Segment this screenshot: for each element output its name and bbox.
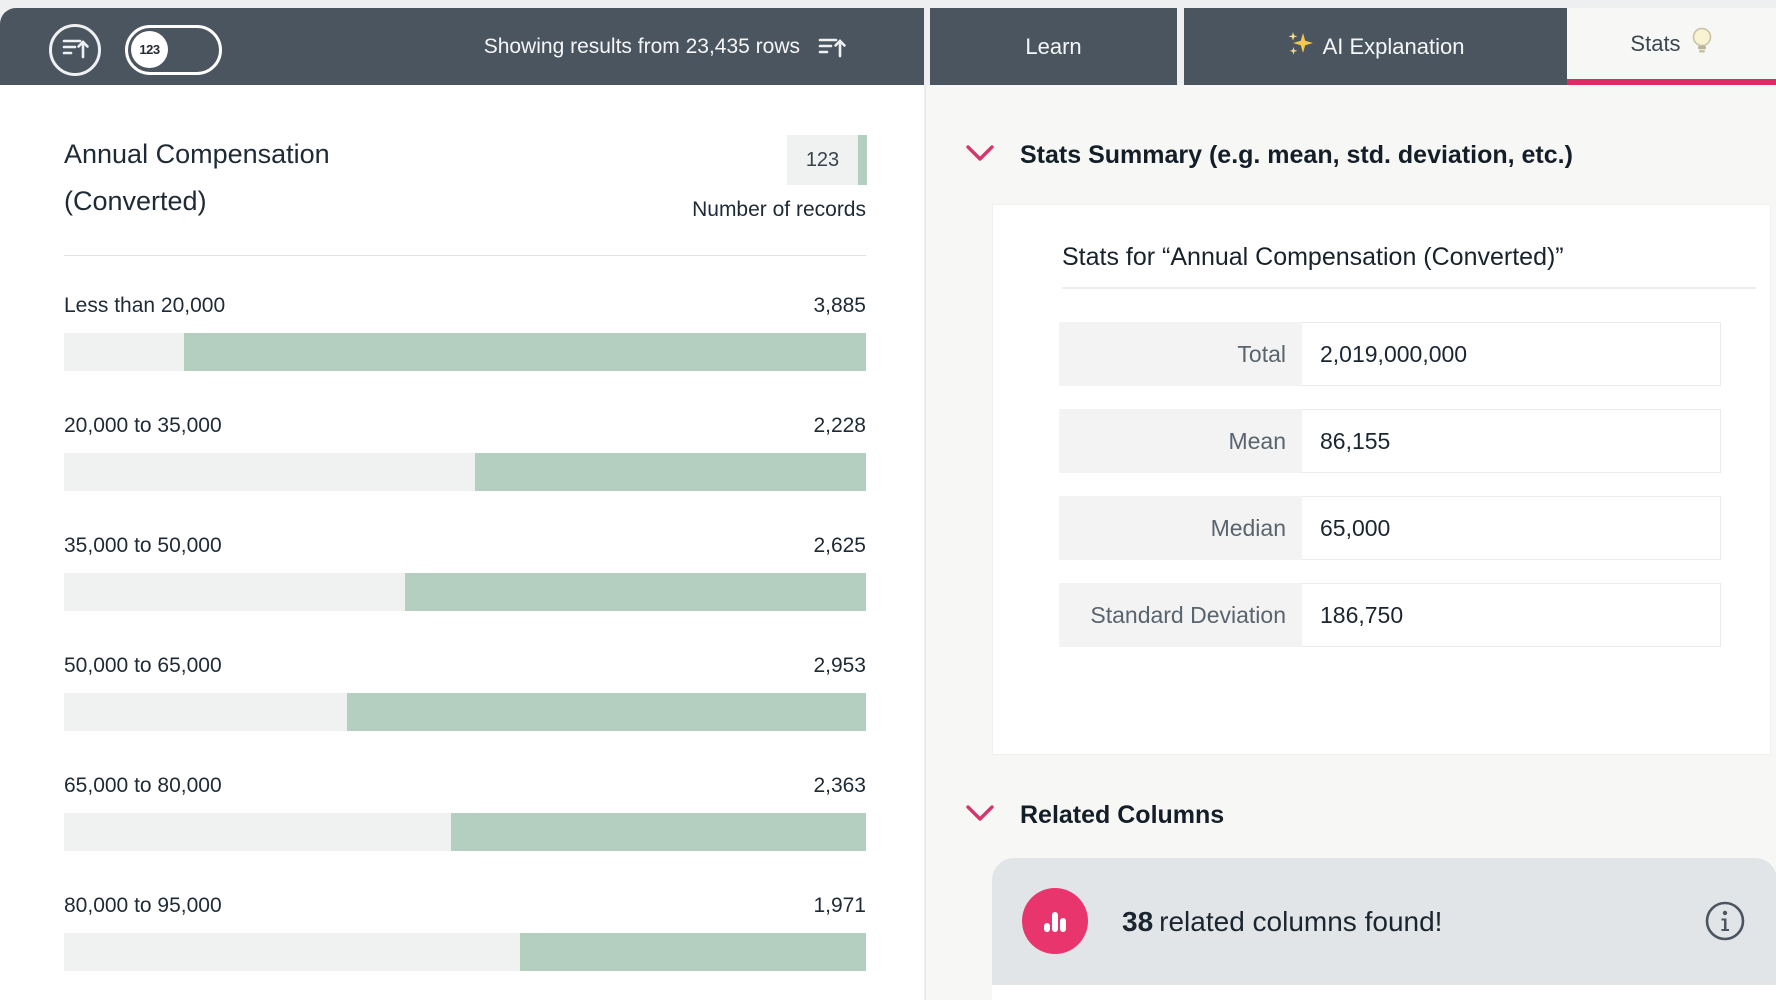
related-columns-banner[interactable]: 38 related columns found! xyxy=(992,858,1776,985)
histogram-row: 20,000 to 35,000 2,228 xyxy=(64,412,866,532)
stats-summary-section-header[interactable]: Stats Summary (e.g. mean, std. deviation… xyxy=(966,141,1573,170)
table-row: Standard Deviation 186,750 xyxy=(1059,583,1770,647)
stat-label: Median xyxy=(1059,496,1302,560)
info-icon[interactable] xyxy=(1704,900,1746,942)
histogram-row: 65,000 to 80,000 2,363 xyxy=(64,772,866,892)
bar-chart-icon xyxy=(1022,888,1088,954)
histogram-bar[interactable] xyxy=(64,453,866,491)
stat-value: 186,750 xyxy=(1302,583,1721,647)
sort-ascending-icon[interactable] xyxy=(818,32,848,62)
bin-value: 2,953 xyxy=(813,654,866,677)
sort-rows-button[interactable] xyxy=(49,24,101,76)
tab-stats-active[interactable]: Stats xyxy=(1567,8,1776,85)
numeric-column-toggle[interactable]: 123 xyxy=(125,25,222,75)
chevron-down-icon xyxy=(966,144,994,167)
chart-title-line1: Annual Compensation xyxy=(64,139,330,169)
stat-label: Mean xyxy=(1059,409,1302,473)
tab-ai-explanation-label: AI Explanation xyxy=(1322,33,1465,59)
histogram-bar-fill xyxy=(450,813,866,851)
numeric-type-badge: 123 xyxy=(131,31,168,68)
bin-label: Less than 20,000 xyxy=(64,294,226,317)
histogram-bar[interactable] xyxy=(64,813,866,851)
bin-label: 50,000 to 65,000 xyxy=(64,654,222,677)
histogram-row: Less than 20,000 3,885 xyxy=(64,292,866,412)
related-message: related columns found! xyxy=(1159,905,1443,937)
histogram-bar[interactable] xyxy=(64,933,866,971)
chart-title-line2: (Converted) xyxy=(64,186,207,216)
bin-label: 80,000 to 95,000 xyxy=(64,894,222,917)
related-columns-section-header[interactable]: Related Columns xyxy=(966,801,1224,830)
table-row: Median 65,000 xyxy=(1059,496,1770,560)
histogram-row: 35,000 to 50,000 2,625 xyxy=(64,532,866,652)
histogram-bar-fill xyxy=(347,693,866,731)
stat-value: 86,155 xyxy=(1302,409,1721,473)
bin-value: 2,625 xyxy=(813,534,866,557)
results-count-text: Showing results from 23,435 rows xyxy=(483,34,800,58)
histogram-row: 50,000 to 65,000 2,953 xyxy=(64,652,866,772)
tab-learn[interactable]: Learn xyxy=(930,8,1177,85)
tab-learn-label: Learn xyxy=(1025,33,1082,59)
bin-label: 65,000 to 80,000 xyxy=(64,774,222,797)
chart-title: Annual Compensation (Converted) xyxy=(64,131,330,225)
histogram-bar[interactable] xyxy=(64,693,866,731)
stats-table: Total 2,019,000,000 Mean 86,155 Median 6… xyxy=(1059,322,1770,647)
value-axis-label: Number of records xyxy=(692,198,866,221)
table-row: Total 2,019,000,000 xyxy=(1059,322,1770,386)
results-header: 123 Showing results from 23,435 rows xyxy=(0,8,924,85)
histogram-row: 80,000 to 95,000 1,971 xyxy=(64,892,866,1000)
lightbulb-icon xyxy=(1691,26,1713,62)
stat-value: 65,000 xyxy=(1302,496,1721,560)
related-columns-message: 38 related columns found! xyxy=(1122,858,1442,985)
stats-card: Stats for “Annual Compensation (Converte… xyxy=(992,204,1771,755)
bin-label: 20,000 to 35,000 xyxy=(64,414,222,437)
related-columns-card-body xyxy=(992,985,1776,1000)
bin-value: 2,228 xyxy=(813,414,866,437)
bin-value: 2,363 xyxy=(813,774,866,797)
stat-label: Standard Deviation xyxy=(1059,583,1302,647)
histogram-bar-fill xyxy=(183,333,866,371)
stat-label: Total xyxy=(1059,322,1302,386)
column-type-badge: 123 xyxy=(787,135,867,185)
bin-value: 3,885 xyxy=(813,294,866,317)
sparkles-icon xyxy=(1287,31,1313,63)
column-distribution-panel: Annual Compensation (Converted) 123 Numb… xyxy=(0,85,924,1000)
stats-summary-title: Stats Summary (e.g. mean, std. deviation… xyxy=(1020,141,1573,169)
histogram-bar-fill xyxy=(404,573,866,611)
tab-ai-explanation[interactable]: AI Explanation xyxy=(1184,8,1567,85)
table-row: Mean 86,155 xyxy=(1059,409,1770,473)
stat-value: 2,019,000,000 xyxy=(1302,322,1721,386)
stats-panel: Stats Summary (e.g. mean, std. deviation… xyxy=(925,85,1776,1000)
related-count: 38 xyxy=(1122,905,1154,937)
histogram-bar[interactable] xyxy=(64,573,866,611)
chevron-down-icon xyxy=(966,804,994,827)
bin-label: 35,000 to 50,000 xyxy=(64,534,222,557)
chart-header-divider xyxy=(64,255,866,256)
histogram-bar[interactable] xyxy=(64,333,866,371)
histogram-bar-fill xyxy=(519,933,866,971)
bin-value: 1,971 xyxy=(813,894,866,917)
histogram: Less than 20,000 3,885 20,000 to 35,000 … xyxy=(64,292,866,1000)
stats-card-title: Stats for “Annual Compensation (Converte… xyxy=(1062,243,1756,289)
related-columns-title: Related Columns xyxy=(1020,801,1225,829)
histogram-bar-fill xyxy=(474,453,866,491)
sort-ascending-icon xyxy=(60,33,90,68)
tab-stats-label: Stats xyxy=(1630,30,1681,56)
